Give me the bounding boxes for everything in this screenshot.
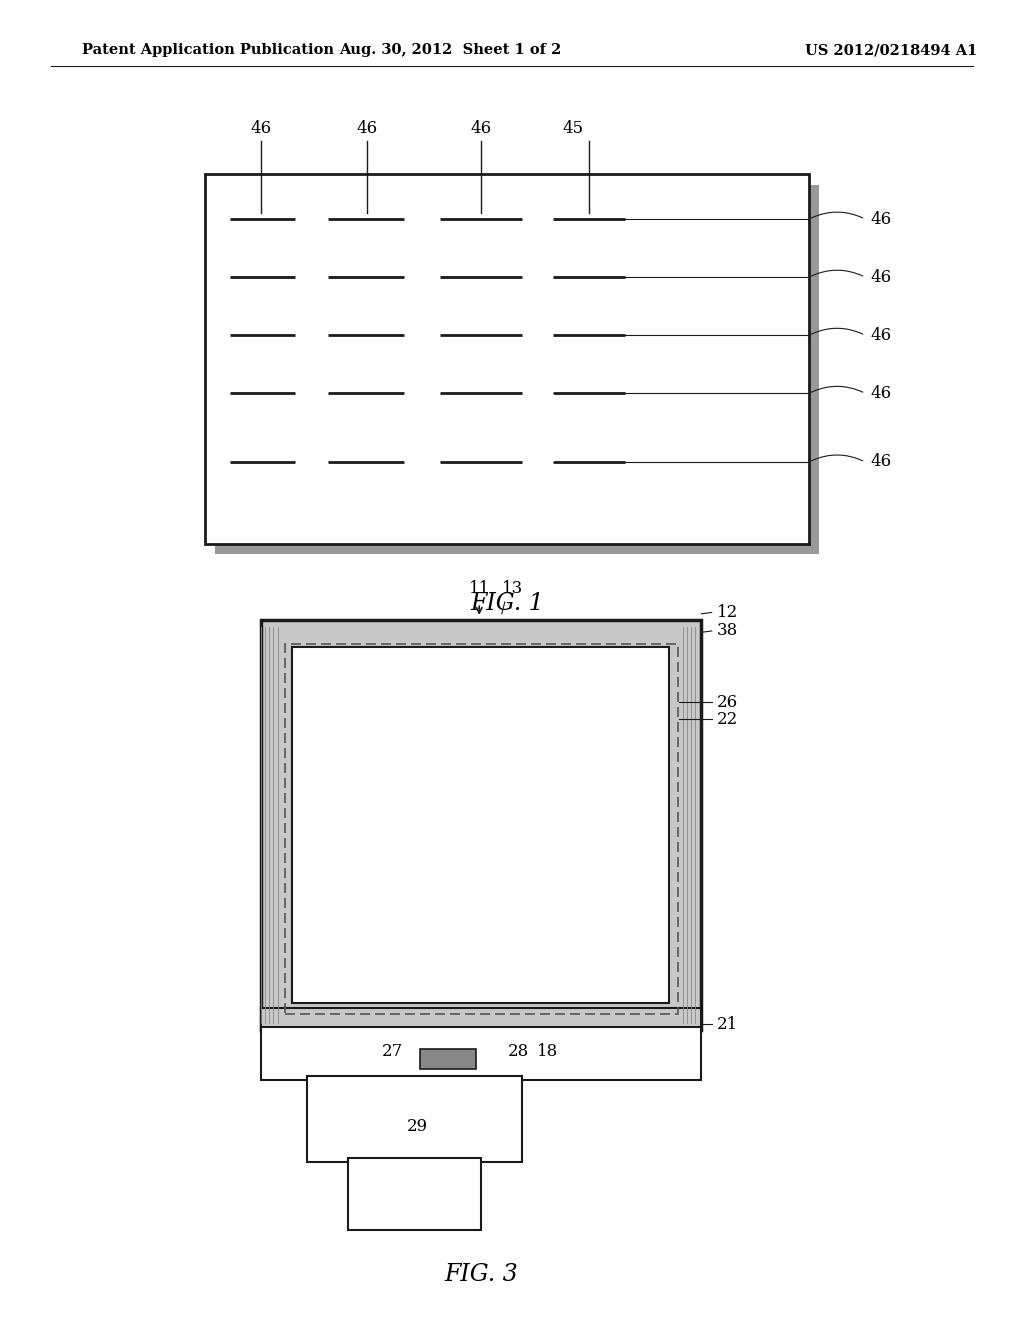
Text: 22: 22 — [717, 711, 738, 727]
Text: 29: 29 — [408, 1118, 428, 1135]
Text: US 2012/0218494 A1: US 2012/0218494 A1 — [805, 44, 977, 57]
Text: 26: 26 — [717, 694, 738, 710]
Text: 28: 28 — [508, 1043, 528, 1060]
Text: 46: 46 — [356, 120, 377, 137]
Bar — [292, 647, 669, 1003]
Text: 46: 46 — [251, 120, 271, 137]
Text: 12: 12 — [717, 605, 738, 620]
Text: 18: 18 — [538, 1043, 558, 1060]
Bar — [285, 644, 678, 1014]
Text: 46: 46 — [471, 120, 492, 137]
Bar — [307, 1076, 522, 1162]
Text: 13: 13 — [502, 579, 523, 597]
Text: 45: 45 — [563, 120, 584, 137]
Text: 38: 38 — [717, 623, 738, 639]
Text: 27: 27 — [382, 1043, 402, 1060]
Text: Aug. 30, 2012  Sheet 1 of 2: Aug. 30, 2012 Sheet 1 of 2 — [339, 44, 562, 57]
Bar — [205, 174, 809, 544]
Bar — [215, 185, 819, 554]
Bar — [348, 1158, 481, 1230]
Text: 21: 21 — [717, 1016, 738, 1032]
Bar — [261, 1027, 701, 1080]
Text: 46: 46 — [870, 269, 892, 285]
Bar — [420, 1049, 476, 1069]
Text: 46: 46 — [870, 385, 892, 401]
Text: Patent Application Publication: Patent Application Publication — [82, 44, 334, 57]
Text: 46: 46 — [870, 211, 892, 227]
Text: 11: 11 — [469, 579, 489, 597]
Text: FIG. 1: FIG. 1 — [470, 591, 544, 615]
Text: FIG. 3: FIG. 3 — [444, 1263, 518, 1286]
Text: 46: 46 — [870, 327, 892, 343]
Text: 46: 46 — [870, 454, 892, 470]
Bar — [261, 1008, 701, 1032]
Bar — [261, 620, 701, 1030]
